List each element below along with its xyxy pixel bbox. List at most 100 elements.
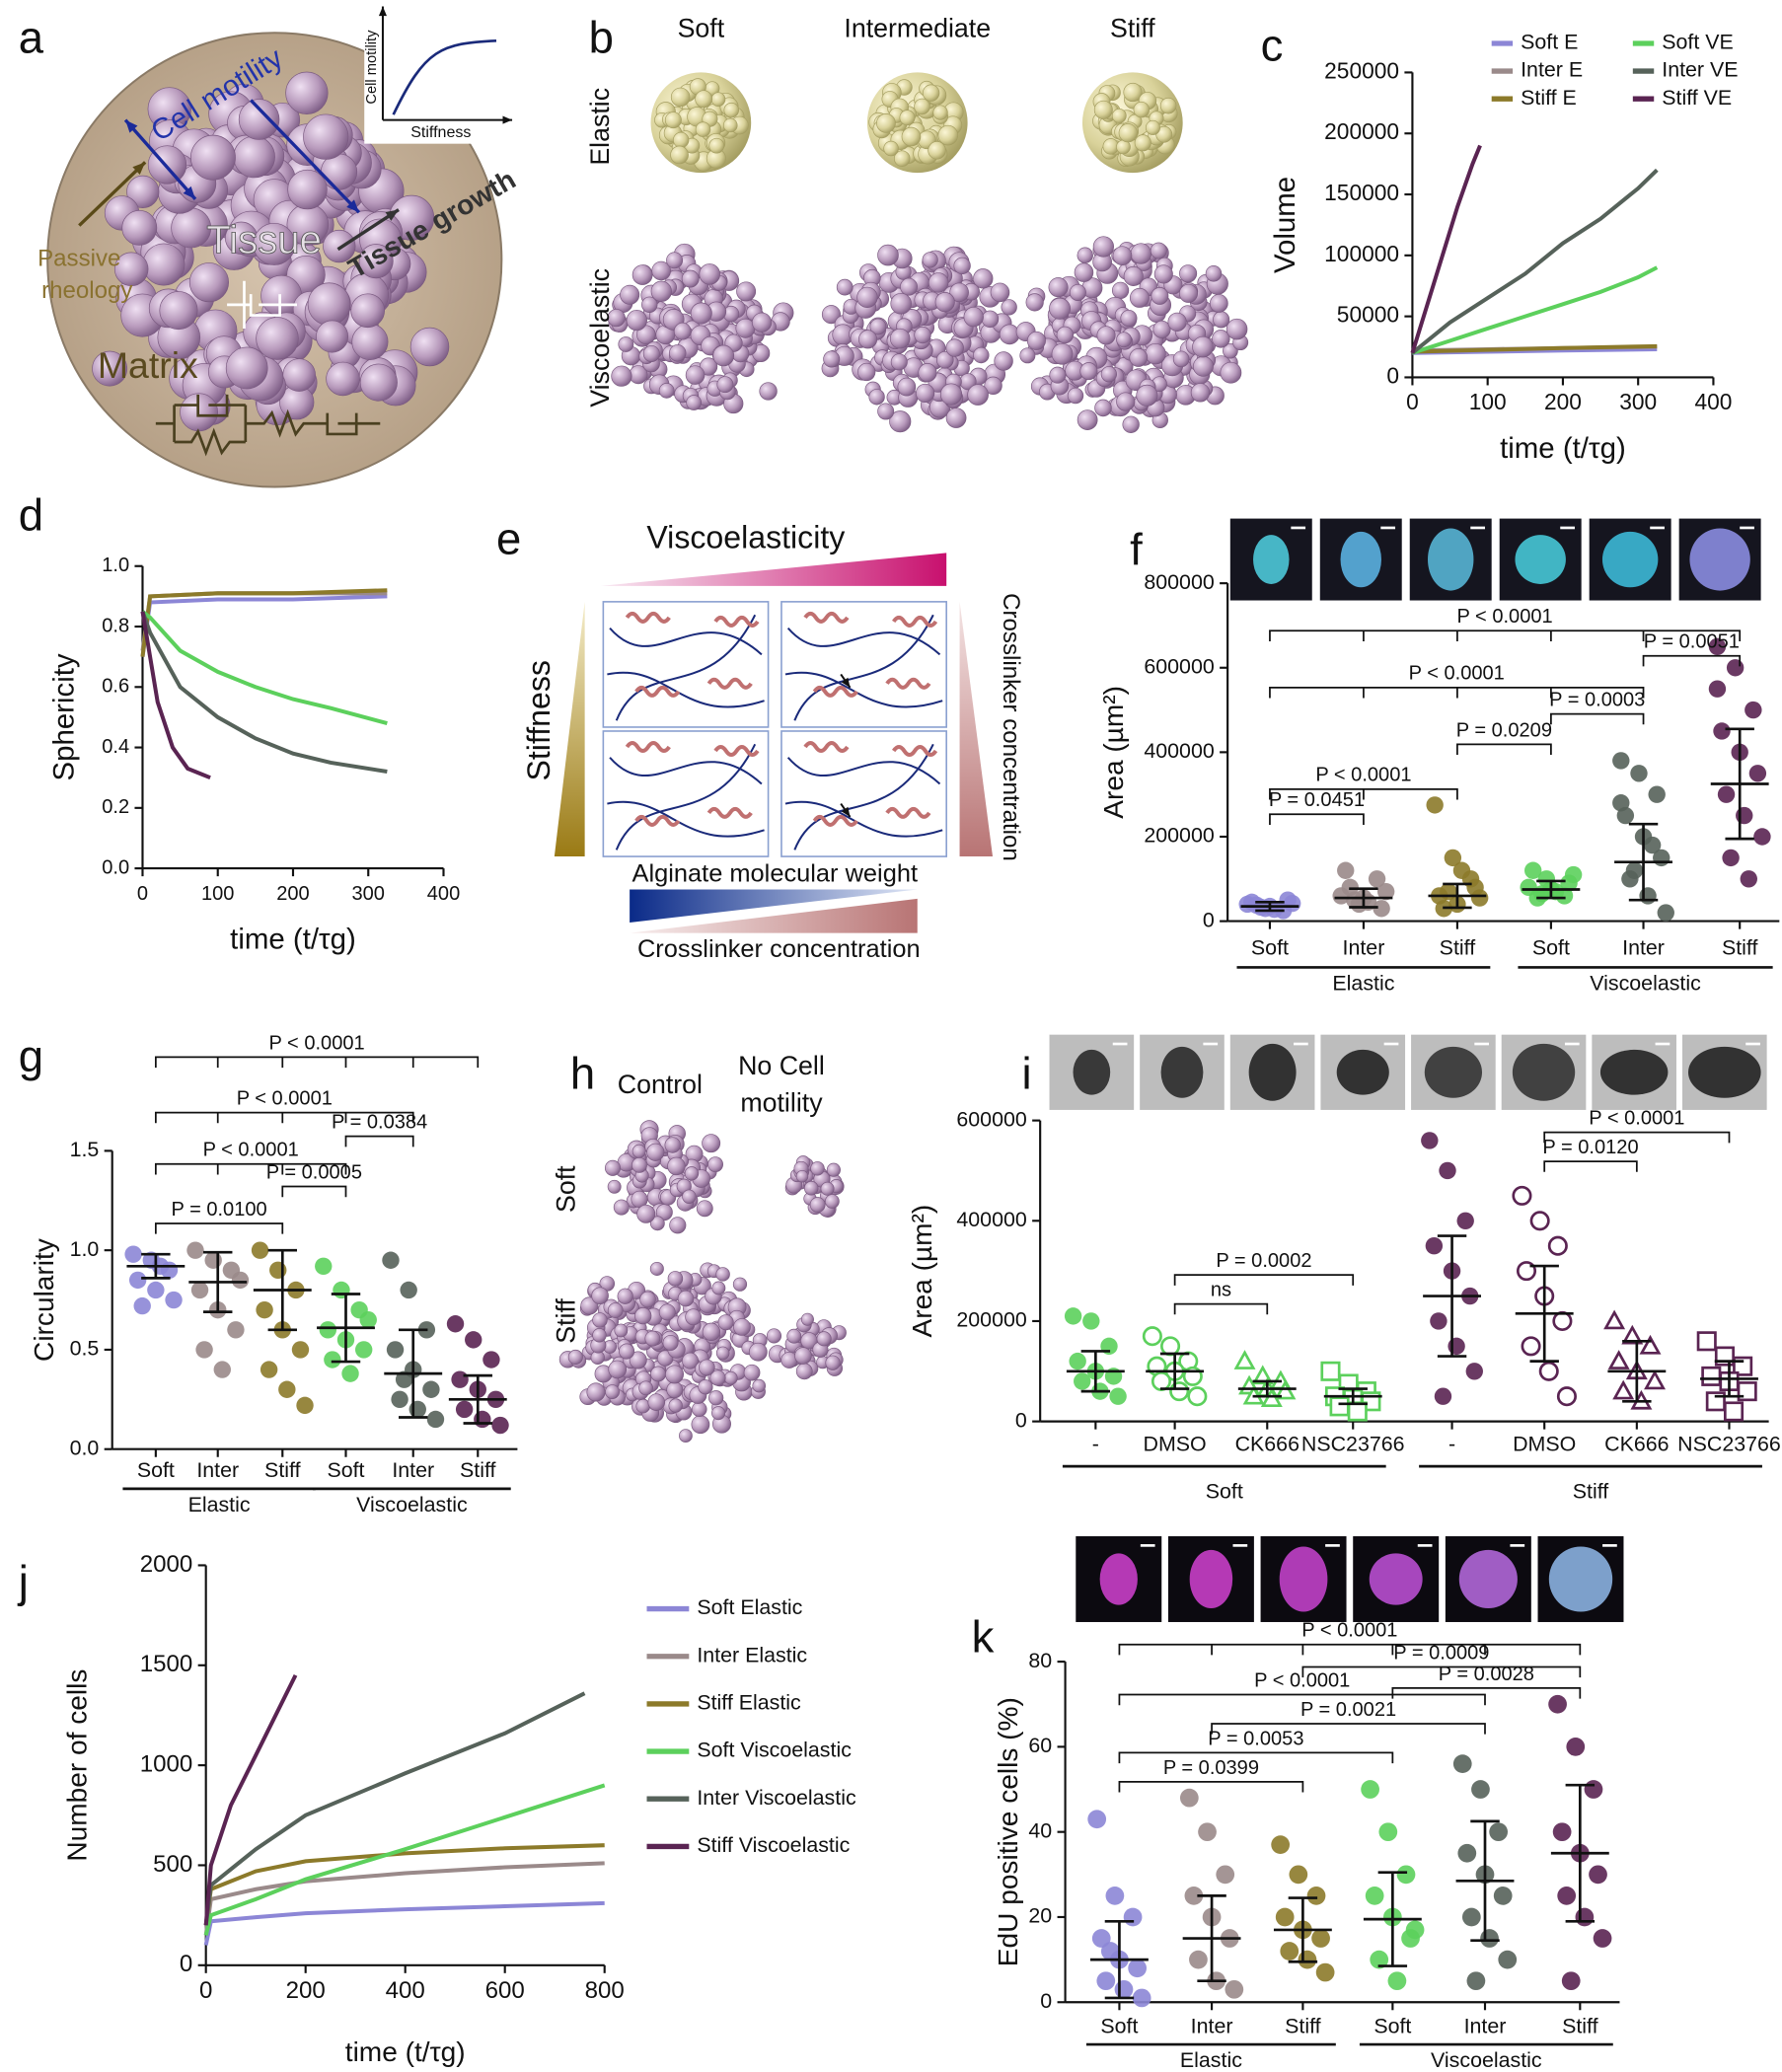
cell (752, 1378, 767, 1393)
line-series (203, 1900, 605, 1946)
inset-curve (392, 38, 497, 115)
cell (1151, 287, 1169, 305)
cell (567, 1349, 583, 1366)
cell (691, 1415, 710, 1435)
thumbnail-blob (1189, 1549, 1233, 1609)
significance-label: P = 0.0100 (171, 1199, 266, 1221)
significance-bracket (1543, 1131, 1731, 1144)
crosslink (625, 741, 671, 754)
dot (269, 1261, 287, 1280)
cell (605, 1384, 620, 1400)
y-tick-label: 400000 (956, 1208, 1026, 1231)
cell (1225, 318, 1248, 340)
x-tick-label: CK666 (1604, 1432, 1669, 1455)
y-tick-label: 600000 (956, 1107, 1026, 1131)
dot (1275, 1907, 1295, 1927)
line-series (1411, 265, 1659, 355)
cell (876, 113, 896, 133)
dot (1740, 870, 1757, 888)
y-tick-label: 200000 (1324, 118, 1399, 144)
label: Stiffness (521, 660, 557, 781)
significance-bracket (154, 1162, 347, 1175)
cell (350, 293, 386, 329)
cell (618, 336, 634, 352)
dot (1365, 1887, 1384, 1905)
dot (1648, 785, 1666, 803)
crosslink (634, 814, 681, 827)
dot (1283, 894, 1301, 913)
dot (1142, 1326, 1162, 1347)
dot (1123, 1907, 1143, 1927)
dot (204, 1251, 222, 1269)
cell (702, 1322, 721, 1342)
cell (1134, 134, 1151, 152)
line-series (203, 1783, 606, 1936)
thumbnail-blob (1512, 1043, 1576, 1101)
group-label: Viscoelastic (1431, 2048, 1542, 2072)
error-bar (1288, 1896, 1318, 1963)
dot (227, 1321, 245, 1339)
dot (422, 1380, 440, 1398)
x-tick-label: 300 (1619, 389, 1657, 414)
x-tick-label: 300 (352, 883, 385, 905)
dot (1657, 904, 1674, 922)
dot (1466, 1971, 1486, 1991)
cell (665, 1365, 685, 1384)
error-bar (1252, 1379, 1282, 1398)
dot (213, 1361, 231, 1378)
cell (126, 175, 160, 208)
cell (673, 322, 692, 340)
significance-label: P = 0.0053 (1208, 1728, 1303, 1749)
dot (1189, 1950, 1208, 1969)
y-tick-label: 50000 (1337, 302, 1399, 328)
dot (386, 1341, 405, 1359)
cell (636, 1204, 656, 1223)
dot (1179, 1788, 1199, 1808)
panel-letter: c (1261, 20, 1284, 70)
error-bar (331, 1293, 361, 1364)
significance-bracket (1391, 1686, 1582, 1699)
cell (1025, 293, 1044, 312)
dot (333, 1281, 350, 1299)
significance-bracket (1118, 1780, 1304, 1793)
cell (679, 1429, 693, 1443)
cell (649, 1216, 665, 1231)
cell (1133, 101, 1151, 118)
cell (1116, 332, 1132, 348)
cell (716, 376, 734, 394)
arrow (78, 161, 147, 227)
cell (634, 1307, 652, 1325)
cell (1123, 82, 1143, 103)
x-tick-label: 400 (427, 883, 460, 905)
dot (291, 1341, 310, 1359)
cell (188, 262, 229, 303)
y-tick-label: 1.0 (70, 1237, 100, 1261)
dashpot (227, 280, 297, 329)
dot (1701, 1366, 1722, 1386)
error-bar (1443, 882, 1472, 910)
gradient-wedge (630, 889, 918, 923)
crosslink (885, 677, 931, 690)
significance-bracket (1118, 1693, 1486, 1706)
cell (613, 1199, 630, 1216)
dot (1233, 1350, 1256, 1369)
significance-bracket (154, 1056, 480, 1069)
dot (1114, 1979, 1134, 1999)
significance-bracket (1211, 1723, 1486, 1735)
rheology-model (155, 394, 381, 457)
dot (1160, 1336, 1181, 1357)
significance-bracket (1269, 813, 1365, 825)
cell (626, 310, 647, 332)
cell (949, 282, 969, 303)
cell (800, 1312, 814, 1326)
cell (868, 389, 885, 406)
line-series (203, 1673, 298, 1926)
dot (1566, 1738, 1586, 1756)
cell (809, 1197, 826, 1213)
cell (1150, 242, 1167, 259)
row-label: Elastic (585, 88, 615, 166)
dot (1726, 659, 1745, 677)
dot (1368, 870, 1386, 888)
cell (1019, 347, 1036, 364)
